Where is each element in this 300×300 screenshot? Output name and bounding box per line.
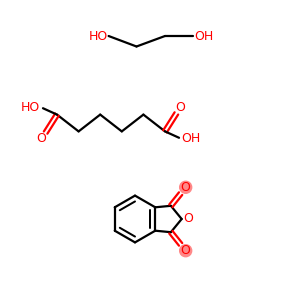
Circle shape (180, 245, 192, 257)
Circle shape (180, 181, 192, 193)
Text: O: O (37, 132, 46, 146)
Text: O: O (176, 100, 185, 114)
Text: OH: OH (182, 132, 201, 146)
Text: HO: HO (21, 100, 40, 114)
Text: O: O (183, 212, 193, 226)
Text: HO: HO (89, 29, 108, 43)
Text: O: O (181, 244, 190, 257)
Text: O: O (181, 181, 190, 194)
Text: OH: OH (194, 29, 213, 43)
